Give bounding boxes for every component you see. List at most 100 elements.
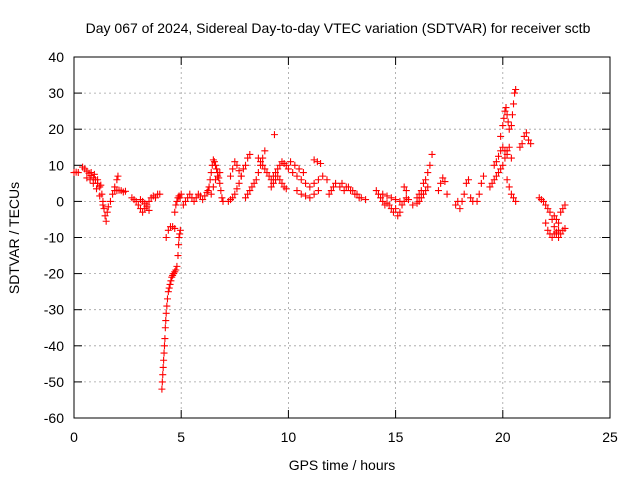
data-point [90, 170, 98, 178]
data-point [497, 165, 505, 173]
data-point [502, 104, 510, 112]
data-point [216, 179, 224, 187]
x-axis-title: GPS time / hours [289, 457, 396, 473]
data-point [248, 183, 256, 191]
data-point [166, 280, 174, 288]
data-point [235, 167, 243, 175]
data-point [96, 192, 104, 200]
y-tick-label: 40 [48, 49, 64, 65]
data-point [542, 219, 550, 227]
data-point [216, 169, 224, 177]
data-point [297, 190, 305, 198]
y-tick-label: -40 [44, 338, 64, 354]
data-point [490, 161, 498, 169]
data-point [158, 385, 166, 393]
data-point [497, 132, 505, 140]
data-point [289, 169, 297, 177]
data-point [396, 208, 404, 216]
data-point [505, 143, 513, 151]
data-point [392, 196, 400, 204]
data-point [242, 194, 250, 202]
data-point [480, 172, 488, 180]
data-point [242, 161, 250, 169]
data-point [297, 176, 305, 184]
data-point [501, 154, 509, 162]
data-point [163, 302, 171, 310]
tick-labels: 0 5 10 15 20 25 -60 -50 -40 -30 -20 -10 0 10 20 30 40 [44, 49, 618, 445]
data-point [139, 208, 147, 216]
y-tick-label: -20 [44, 266, 64, 282]
data-point [394, 212, 402, 220]
data-point [518, 140, 526, 148]
data-point [282, 161, 290, 169]
data-point [419, 190, 427, 198]
data-point [522, 129, 530, 137]
data-point [276, 176, 284, 184]
data-point [164, 288, 172, 296]
data-point [192, 194, 200, 202]
data-point [261, 147, 269, 155]
data-point [175, 234, 183, 241]
data-point [159, 363, 167, 371]
data-point [164, 226, 172, 234]
data-point [559, 205, 567, 213]
data-point [161, 335, 169, 343]
data-point [74, 169, 82, 177]
y-tick-label: 0 [56, 193, 64, 209]
y-tick-label: -30 [44, 302, 64, 318]
grid [74, 57, 610, 418]
data-point [141, 199, 149, 207]
data-point [199, 196, 207, 204]
data-point [561, 224, 569, 232]
data-point [259, 161, 267, 169]
data-point [351, 190, 359, 198]
data-point [464, 176, 472, 184]
data-point [505, 183, 513, 191]
data-point [488, 179, 496, 187]
data-point [409, 201, 417, 209]
data-point [233, 185, 241, 193]
data-point [175, 241, 183, 249]
data-point [544, 205, 552, 213]
data-point [398, 201, 406, 209]
data-point [336, 183, 344, 191]
data-point [173, 197, 181, 205]
data-point [548, 234, 556, 241]
data-point [557, 208, 565, 216]
data-point [162, 234, 170, 241]
data-point [511, 89, 519, 97]
data-point [310, 179, 318, 187]
data-point [94, 176, 102, 184]
y-axis-title: SDTVAR / TECUs [6, 182, 22, 294]
data-point [246, 150, 254, 158]
data-point [550, 212, 558, 220]
x-tick-label: 15 [388, 429, 404, 445]
data-point [207, 169, 215, 177]
data-point [267, 183, 275, 191]
data-point [244, 154, 252, 162]
data-point [104, 203, 112, 211]
data-point [460, 190, 468, 198]
data-point [504, 118, 512, 126]
data-point [507, 154, 515, 162]
x-tick-label: 25 [602, 429, 618, 445]
data-point [404, 196, 412, 204]
data-point [254, 154, 262, 162]
data-point [372, 187, 380, 195]
data-point [542, 201, 550, 209]
data-point [263, 169, 271, 177]
data-point [314, 176, 322, 184]
data-point [217, 187, 225, 195]
data-point [422, 176, 430, 184]
data-point [233, 161, 241, 169]
data-point [512, 197, 520, 205]
data-point [213, 165, 221, 173]
data-point [306, 183, 314, 191]
data-point [499, 143, 507, 151]
data-point [293, 172, 301, 180]
data-point [546, 208, 554, 216]
data-point [274, 172, 282, 180]
data-point [310, 190, 318, 198]
data-point [355, 194, 363, 202]
